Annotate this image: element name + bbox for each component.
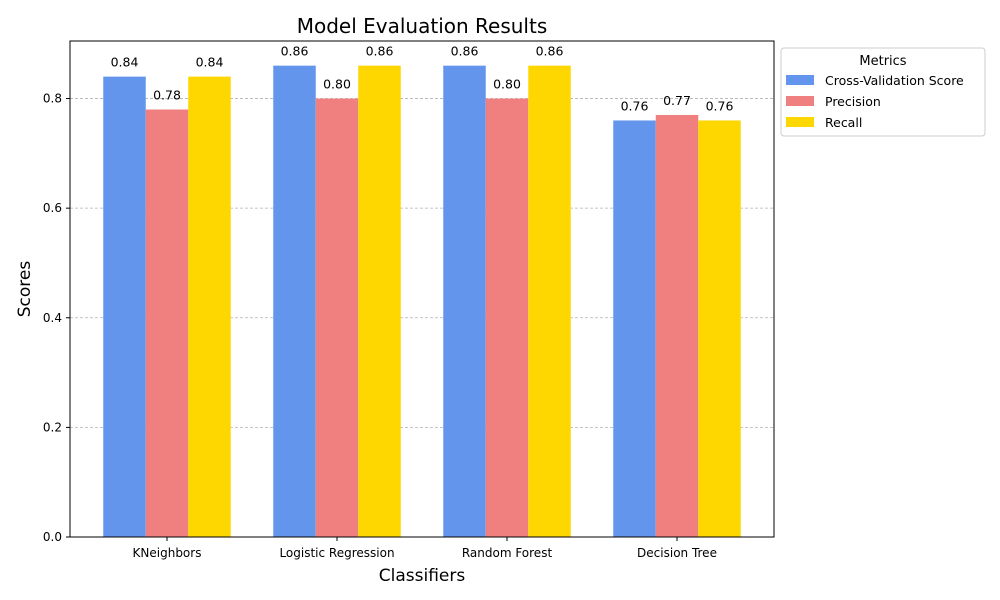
legend: Metrics Cross-Validation Score Precision R… bbox=[780, 47, 986, 137]
legend-label: Cross-Validation Score bbox=[825, 73, 964, 88]
legend-label: Precision bbox=[825, 94, 881, 109]
legend-items: Cross-Validation Score Precision Recall bbox=[786, 73, 964, 130]
x-tick-label: Decision Tree bbox=[637, 546, 717, 560]
bars bbox=[103, 65, 741, 538]
legend-swatch bbox=[786, 96, 814, 106]
x-tick-label: KNeighbors bbox=[133, 546, 202, 560]
legend-box bbox=[780, 47, 986, 137]
bar bbox=[188, 76, 231, 538]
data-label: 0.84 bbox=[196, 55, 224, 70]
bar bbox=[485, 98, 529, 537]
y-tick-label: 0.0 bbox=[43, 530, 62, 544]
bar bbox=[358, 65, 401, 537]
data-label: 0.80 bbox=[323, 77, 351, 92]
bar bbox=[528, 65, 571, 537]
legend-label: Recall bbox=[825, 115, 862, 130]
y-tick-label: 0.8 bbox=[43, 92, 62, 106]
chart-title: Model Evaluation Results bbox=[297, 14, 548, 38]
x-axis-ticks: KNeighbors Logistic Regression Random Fore… bbox=[133, 537, 717, 560]
legend-title: Metrics bbox=[859, 54, 906, 69]
data-label: 0.86 bbox=[366, 44, 394, 59]
bar bbox=[443, 65, 486, 537]
y-tick-label: 0.6 bbox=[43, 201, 62, 215]
y-axis-ticks: 0.0 0.2 0.4 0.6 0.8 bbox=[43, 92, 70, 544]
x-tick-label: Random Forest bbox=[462, 546, 553, 560]
y-tick-label: 0.2 bbox=[43, 420, 62, 434]
data-labels: 0.84 0.78 0.84 0.86 0.80 0.86 0.86 0.80 0.86 0.76… bbox=[111, 44, 734, 114]
data-label: 0.86 bbox=[281, 44, 309, 59]
bar bbox=[273, 65, 316, 537]
bar bbox=[103, 76, 146, 538]
data-label: 0.78 bbox=[153, 88, 181, 103]
bar bbox=[698, 120, 741, 538]
data-label: 0.76 bbox=[621, 98, 649, 113]
data-label: 0.84 bbox=[111, 55, 139, 70]
bar bbox=[613, 120, 656, 538]
bar bbox=[315, 98, 359, 537]
data-label: 0.86 bbox=[536, 44, 564, 59]
data-label: 0.86 bbox=[451, 44, 479, 59]
y-axis-label: Scores bbox=[15, 261, 35, 318]
data-label: 0.80 bbox=[493, 77, 521, 92]
plot-frame bbox=[69, 40, 775, 538]
bar bbox=[145, 109, 189, 537]
legend-swatch bbox=[786, 117, 814, 127]
x-tick-label: Logistic Regression bbox=[279, 546, 394, 560]
y-tick-label: 0.4 bbox=[43, 311, 62, 325]
legend-swatch bbox=[786, 75, 814, 85]
data-label: 0.77 bbox=[663, 93, 691, 108]
x-axis-label: Classifiers bbox=[379, 566, 466, 586]
bar bbox=[655, 114, 699, 537]
data-label: 0.76 bbox=[706, 98, 734, 113]
